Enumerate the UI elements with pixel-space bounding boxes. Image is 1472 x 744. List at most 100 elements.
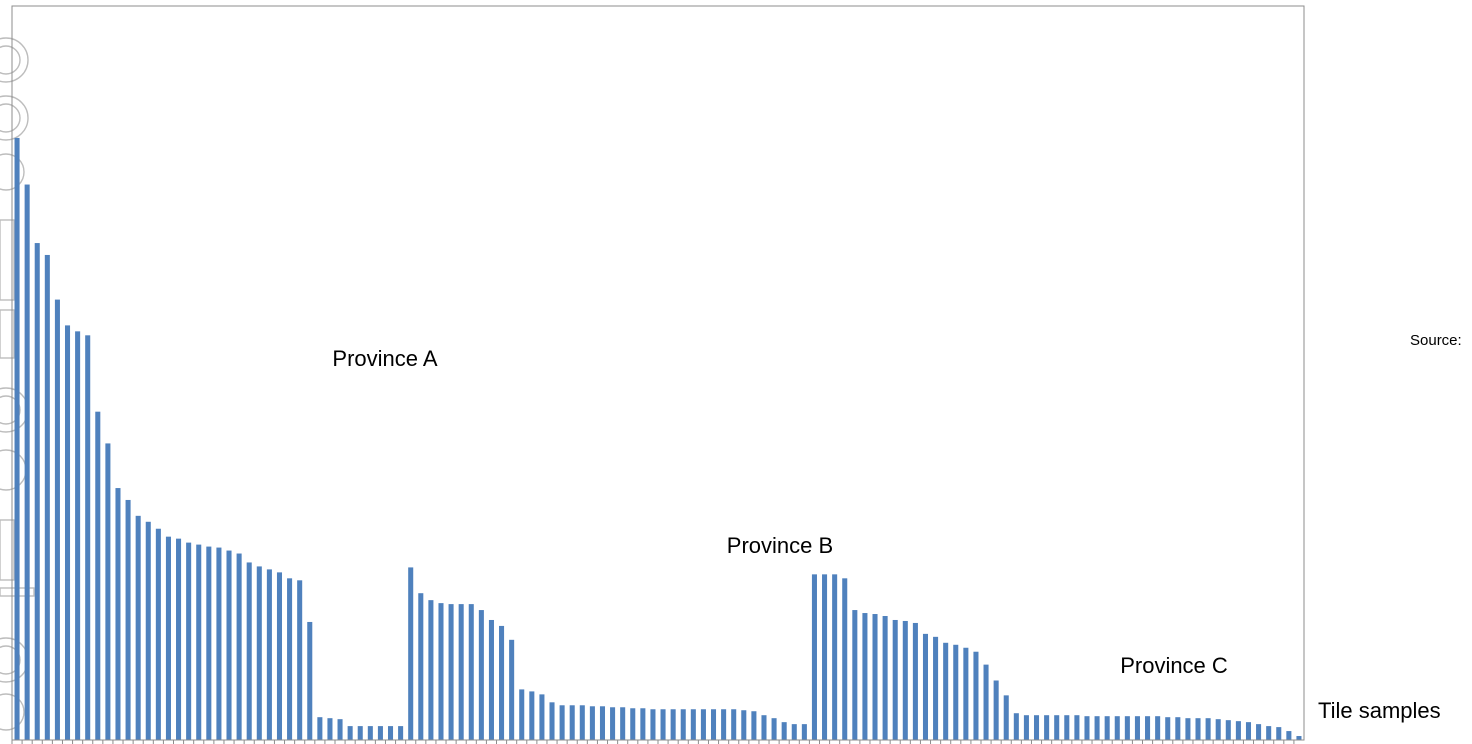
bar (14, 137, 20, 741)
bar (529, 691, 535, 740)
bar (620, 707, 626, 740)
plot-area-frame (11, 5, 1305, 741)
bar (539, 694, 545, 740)
bar (216, 547, 222, 740)
bar (751, 711, 757, 740)
bar (1033, 715, 1040, 740)
bar (165, 536, 171, 740)
bar (1094, 716, 1100, 740)
bar (549, 702, 555, 740)
bar (1023, 715, 1029, 740)
bar (660, 709, 666, 740)
bar (1286, 731, 1292, 740)
bar (125, 499, 131, 740)
x-axis-label: Tile samples (1318, 698, 1441, 723)
bar (1225, 720, 1231, 740)
bar (297, 580, 303, 740)
bar (519, 689, 525, 740)
bar (418, 593, 424, 740)
bar (1155, 716, 1161, 740)
bar (731, 709, 737, 740)
bar (1296, 736, 1302, 740)
bar (206, 546, 212, 740)
bar (246, 562, 252, 740)
bar (801, 724, 807, 740)
bar (650, 709, 656, 740)
bar (700, 709, 706, 740)
bar (1044, 715, 1050, 740)
bar (1185, 718, 1191, 740)
bar (256, 566, 262, 740)
bar (963, 647, 969, 740)
bar (1205, 718, 1211, 740)
bar (1114, 716, 1120, 740)
bar (973, 651, 979, 740)
bar (176, 538, 182, 740)
bar (822, 574, 828, 740)
bar (428, 600, 434, 740)
bar (287, 578, 293, 740)
bar (781, 722, 787, 740)
bar (1235, 721, 1241, 740)
bar (1003, 695, 1009, 740)
bar (468, 604, 474, 740)
bar (902, 620, 908, 740)
x-axis-ticks (11, 740, 1295, 744)
bar (1175, 717, 1181, 740)
bar (690, 709, 696, 740)
bar (377, 726, 383, 740)
bar (276, 572, 283, 740)
bar (882, 616, 888, 740)
bar (741, 710, 747, 740)
bar (922, 633, 929, 740)
bar (448, 604, 454, 740)
bar (186, 542, 192, 740)
bar (791, 724, 797, 740)
bar (1084, 716, 1090, 740)
bar (155, 528, 161, 740)
bar (1165, 717, 1171, 740)
bar (943, 642, 949, 740)
bar (145, 521, 151, 740)
bar (912, 622, 918, 740)
bar (509, 639, 515, 740)
bar (993, 680, 999, 740)
bar (1215, 719, 1221, 740)
bar (832, 574, 838, 740)
bar (630, 708, 636, 740)
bar (1276, 727, 1282, 740)
bar (1124, 716, 1130, 740)
bar (196, 544, 202, 740)
bar (317, 717, 323, 740)
annotation-province-a: Province A (332, 346, 437, 371)
bar (953, 644, 959, 740)
bar (640, 708, 646, 740)
bar (85, 335, 91, 740)
bar (761, 715, 767, 740)
bar (569, 705, 575, 740)
bar (1145, 716, 1151, 740)
bar (1104, 716, 1110, 740)
bar (327, 718, 333, 740)
bar (811, 574, 817, 740)
bar (367, 726, 373, 740)
bar (1013, 713, 1019, 740)
bar (54, 299, 60, 740)
bar (226, 550, 232, 740)
bar (933, 636, 939, 740)
bar (892, 619, 898, 740)
bar (75, 331, 81, 740)
source-label: Source: (1410, 332, 1462, 349)
bar (771, 718, 777, 740)
bar (307, 621, 313, 740)
watermark (0, 37, 35, 731)
bar (458, 604, 464, 740)
bar (499, 625, 505, 740)
bar (1064, 715, 1070, 740)
bar (1245, 722, 1252, 740)
bar (983, 664, 989, 740)
bar (24, 184, 30, 741)
bar (337, 719, 343, 740)
bar (589, 706, 595, 740)
bar (680, 709, 686, 740)
